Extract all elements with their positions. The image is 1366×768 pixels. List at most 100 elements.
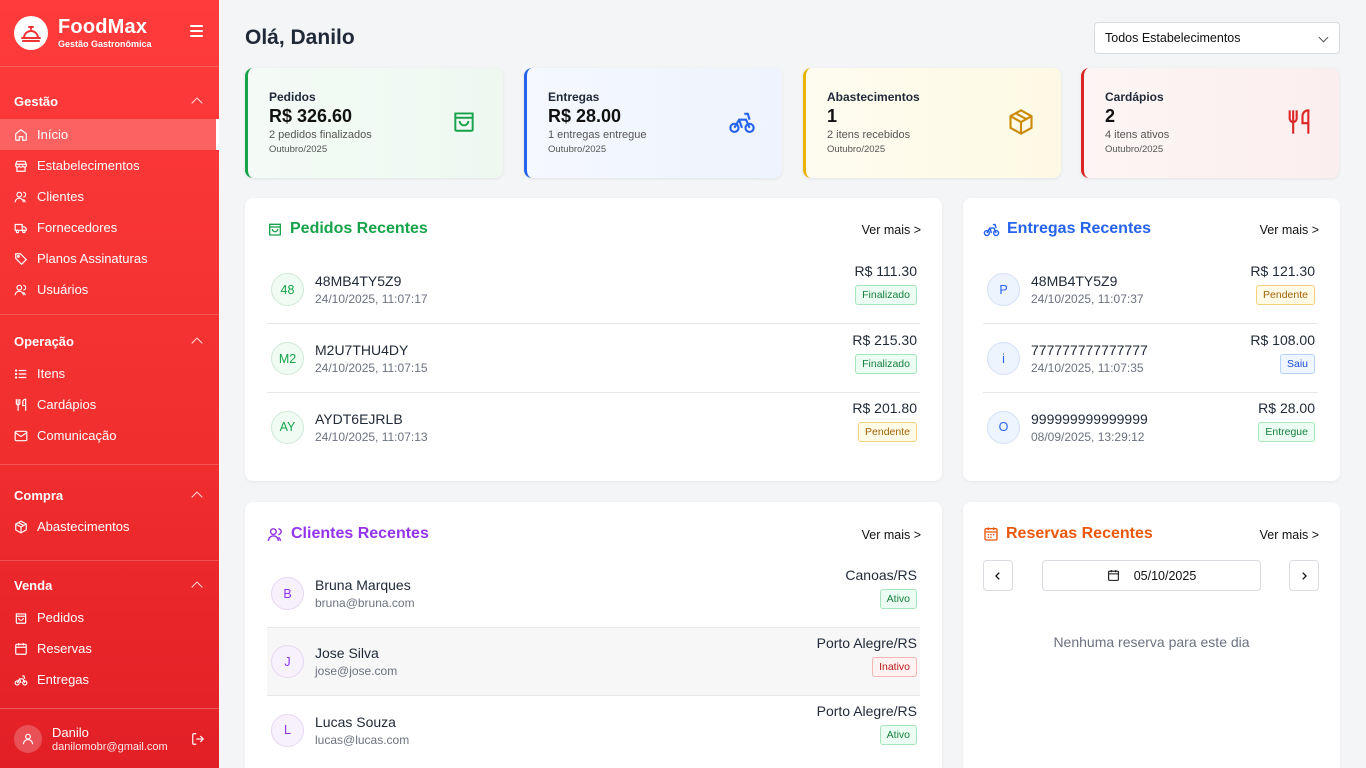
user-profile[interactable]: Danilo danilomobr@gmail.com [0,708,219,768]
menu-toggle-icon[interactable] [190,25,203,37]
brand: FoodMax Gestão Gastronômica [0,0,219,67]
users-icon [267,526,284,543]
package-icon [14,519,28,534]
status-badge: Saiu [1279,354,1315,374]
status-badge: Entregue [1258,422,1315,442]
client-city: Porto Alegre/RS [816,703,917,719]
delivery-amount: R$ 108.00 [1250,332,1315,348]
sidebar-item-usuarios[interactable]: Usuários [0,274,219,305]
status-badge: Pendente [1256,285,1315,305]
client-name: Jose Silva [315,645,379,661]
delivery-date: 08/09/2025, 13:29:12 [1031,429,1145,444]
card-header: Clientes Recentes [267,525,429,543]
ver-mais-link[interactable]: Ver mais > [1259,223,1319,237]
chevron-right-icon [1302,571,1307,580]
sidebar-item-clientes[interactable]: Clientes [0,181,219,212]
stat-value: R$ 28.00 [548,106,622,126]
stat-title: Pedidos [269,90,316,104]
main-content: Olá, Danilo Todos Estabelecimentos Pedid… [219,0,1366,768]
user-email: danilomobr@gmail.com [52,740,168,753]
sidebar-item-itens[interactable]: Itens [0,358,219,389]
users-icon [14,190,28,204]
client-city: Canoas/RS [845,567,917,583]
date-picker[interactable]: 05/10/2025 [1042,560,1261,591]
sidebar-item-inicio[interactable]: Início [0,119,219,150]
sidebar-item-label: Comunicação [37,428,117,443]
sidebar-item-planos-assinaturas[interactable]: Planos Assinaturas [0,243,219,274]
delivery-code: 777777777777777 [1031,342,1148,358]
ver-mais-link[interactable]: Ver mais > [861,223,921,237]
section-compra: Compra Abastecimentos [0,465,219,561]
section-title: Venda [14,577,53,593]
section-header-compra[interactable]: Compra [0,480,219,510]
card-pedidos-recentes: Pedidos Recentes Ver mais > 48 48MB4TY5Z… [245,198,942,481]
shopping-bag-icon [451,108,477,139]
list-item[interactable]: P 48MB4TY5Z9 24/10/2025, 11:07:37 R$ 121.… [983,256,1318,324]
stat-description: 4 itens ativos [1105,129,1170,141]
sidebar-item-comunicacao[interactable]: Comunicação [0,420,219,451]
section-header-venda[interactable]: Venda [0,570,219,600]
sidebar-item-label: Fornecedores [37,220,118,235]
sidebar-item-reservas[interactable]: Reservas [0,633,219,664]
avatar: 48 [271,273,304,306]
order-date: 24/10/2025, 11:07:17 [315,292,428,306]
list-item[interactable]: AY AYDT6EJRLB 24/10/2025, 11:07:13 R$ 201… [267,393,920,461]
sidebar-item-entregas[interactable]: Entregas [0,664,219,695]
sidebar-item-estabelecimentos[interactable]: Estabelecimentos [0,150,219,181]
calendar-icon [983,526,999,542]
stat-card-cardapios[interactable]: Cardápios 2 4 itens ativos Outubro/2025 [1081,68,1339,178]
sidebar-item-label: Usuários [37,282,89,297]
next-day-button[interactable] [1289,560,1319,591]
card-header: Reservas Recentes [983,525,1153,543]
stat-card-entregas[interactable]: Entregas R$ 28.00 1 entregas entregue Ou… [524,68,782,178]
section-venda: Venda Pedidos Reservas Entregas [0,561,219,709]
bike-icon [14,673,28,687]
truck-icon [14,221,28,235]
home-icon [14,128,28,142]
sidebar: FoodMax Gestão Gastronômica Gestão Iníci… [0,0,219,768]
section-header-operacao[interactable]: Operação [0,326,219,356]
order-code: 48MB4TY5Z9 [315,273,402,289]
utensils-icon [14,398,28,412]
ver-mais-link[interactable]: Ver mais > [861,528,921,542]
user-name: Danilo [52,724,89,740]
stat-period: Outubro/2025 [827,144,886,155]
tag-icon [14,252,28,266]
sidebar-item-abastecimentos[interactable]: Abastecimentos [0,511,219,542]
stat-card-pedidos[interactable]: Pedidos R$ 326.60 2 pedidos finalizados … [245,68,503,178]
sidebar-item-label: Abastecimentos [37,519,130,534]
previous-day-button[interactable] [983,560,1013,591]
list-item[interactable]: L Lucas Souza lucas@lucas.com Porto Alegr… [267,696,920,764]
stat-period: Outubro/2025 [548,144,607,155]
delivery-code: 48MB4TY5Z9 [1031,273,1118,289]
sidebar-item-cardapios[interactable]: Cardápios [0,389,219,420]
avatar: AY [271,410,304,444]
list-item[interactable]: J Jose Silva jose@jose.com Porto Alegre/R… [267,628,920,696]
list-item[interactable]: M2 M2U7THU4DY 24/10/2025, 11:07:15 R$ 215… [267,325,920,393]
cloche-logo-icon [14,16,48,50]
list-item[interactable]: B Bruna Marques bruna@bruna.com Canoas/RS… [267,560,920,628]
list-item[interactable]: 48 48MB4TY5Z9 24/10/2025, 11:07:17 R$ 111… [267,256,920,324]
stat-card-abastecimentos[interactable]: Abastecimentos 1 2 itens recebidos Outub… [803,68,1061,178]
sidebar-item-label: Reservas [37,641,92,656]
delivery-date: 24/10/2025, 11:07:35 [1031,361,1144,375]
shopping-bag-icon [267,221,283,237]
chevron-up-icon [191,581,203,593]
status-badge: Pendente [858,422,917,442]
client-name: Lucas Souza [315,713,396,730]
calendar-icon [14,642,28,656]
bike-icon [728,108,756,141]
status-badge: Finalizado [855,285,917,305]
list-item[interactable]: i 777777777777777 24/10/2025, 11:07:35 R$… [983,325,1318,393]
stat-description: 2 pedidos finalizados [269,129,372,141]
delivery-date: 24/10/2025, 11:07:37 [1031,292,1144,306]
section-header-gestao[interactable]: Gestão [0,86,219,116]
sidebar-item-pedidos[interactable]: Pedidos [0,602,219,633]
list-item[interactable]: O 999999999999999 08/09/2025, 13:29:12 R$… [983,393,1318,461]
sidebar-item-fornecedores[interactable]: Fornecedores [0,212,219,243]
logout-icon[interactable] [191,732,205,751]
establishment-select[interactable]: Todos Estabelecimentos [1094,22,1340,54]
order-amount: R$ 201.80 [852,400,917,416]
ver-mais-link[interactable]: Ver mais > [1259,528,1319,542]
sidebar-item-label: Início [37,127,69,142]
